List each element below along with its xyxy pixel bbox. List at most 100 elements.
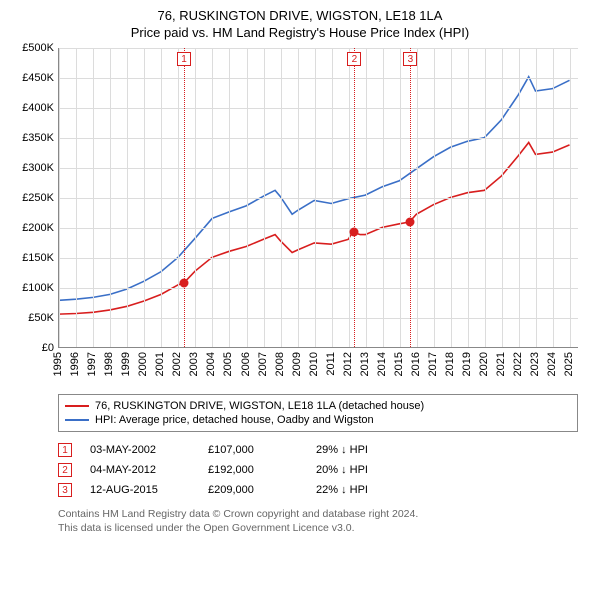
x-tick-label: 2020 — [478, 352, 490, 376]
legend-label: 76, RUSKINGTON DRIVE, WIGSTON, LE18 1LA … — [95, 400, 424, 412]
gridline-v — [195, 48, 196, 347]
sale-row: 204-MAY-2012£192,00020% ↓ HPI — [58, 460, 578, 480]
gridline-v — [349, 48, 350, 347]
gridline-v — [570, 48, 571, 347]
x-tick-label: 2008 — [274, 352, 286, 376]
gridline-h — [59, 288, 578, 289]
sale-event-dot — [406, 217, 415, 226]
x-tick-label: 1998 — [103, 352, 115, 376]
sale-row-delta: 20% ↓ HPI — [316, 464, 368, 476]
x-tick-label: 2004 — [205, 352, 217, 376]
x-tick-label: 2024 — [546, 352, 558, 376]
y-tick-label: £300K — [22, 162, 54, 174]
sale-event-line — [410, 48, 411, 347]
sale-row-price: £209,000 — [208, 484, 298, 496]
gridline-h — [59, 318, 578, 319]
gridline-v — [59, 48, 60, 347]
sale-event-marker: 3 — [403, 52, 417, 66]
chart-area: £0£50K£100K£150K£200K£250K£300K£350K£400… — [10, 48, 590, 388]
gridline-h — [59, 78, 578, 79]
gridline-v — [212, 48, 213, 347]
gridline-v — [536, 48, 537, 347]
y-tick-label: £400K — [22, 102, 54, 114]
gridline-v — [332, 48, 333, 347]
gridline-v — [178, 48, 179, 347]
sale-row-price: £107,000 — [208, 444, 298, 456]
x-tick-label: 2019 — [461, 352, 473, 376]
gridline-h — [59, 48, 578, 49]
title-block: 76, RUSKINGTON DRIVE, WIGSTON, LE18 1LA … — [10, 8, 590, 40]
gridline-v — [553, 48, 554, 347]
x-tick-label: 1999 — [120, 352, 132, 376]
x-tick-label: 2011 — [325, 352, 337, 376]
x-tick-label: 1995 — [52, 352, 64, 376]
sale-row-number: 1 — [58, 443, 72, 457]
x-tick-label: 2018 — [444, 352, 456, 376]
sales-table: 103-MAY-2002£107,00029% ↓ HPI204-MAY-201… — [58, 440, 578, 500]
x-tick-label: 2000 — [137, 352, 149, 376]
gridline-h — [59, 138, 578, 139]
footer-line-2: This data is licensed under the Open Gov… — [58, 522, 578, 536]
sale-row-delta: 22% ↓ HPI — [316, 484, 368, 496]
attribution-footer: Contains HM Land Registry data © Crown c… — [58, 508, 578, 535]
gridline-h — [59, 108, 578, 109]
legend-row: 76, RUSKINGTON DRIVE, WIGSTON, LE18 1LA … — [65, 399, 571, 413]
footer-line-1: Contains HM Land Registry data © Crown c… — [58, 508, 578, 522]
y-tick-label: £350K — [22, 132, 54, 144]
sale-event-line — [354, 48, 355, 347]
title-subtitle: Price paid vs. HM Land Registry's House … — [10, 25, 590, 40]
gridline-v — [417, 48, 418, 347]
gridline-v — [468, 48, 469, 347]
gridline-v — [76, 48, 77, 347]
y-tick-label: £200K — [22, 222, 54, 234]
sale-row: 312-AUG-2015£209,00022% ↓ HPI — [58, 480, 578, 500]
gridline-v — [144, 48, 145, 347]
x-tick-label: 2016 — [410, 352, 422, 376]
sale-row-price: £192,000 — [208, 464, 298, 476]
chart-container: 76, RUSKINGTON DRIVE, WIGSTON, LE18 1LA … — [0, 0, 600, 543]
gridline-v — [502, 48, 503, 347]
sale-row-date: 12-AUG-2015 — [90, 484, 190, 496]
gridline-h — [59, 228, 578, 229]
x-tick-label: 2012 — [342, 352, 354, 376]
legend-box: 76, RUSKINGTON DRIVE, WIGSTON, LE18 1LA … — [58, 394, 578, 432]
gridline-v — [298, 48, 299, 347]
gridline-h — [59, 258, 578, 259]
x-tick-label: 2017 — [427, 352, 439, 376]
gridline-v — [93, 48, 94, 347]
gridline-v — [383, 48, 384, 347]
x-tick-label: 2023 — [529, 352, 541, 376]
gridline-v — [451, 48, 452, 347]
x-tick-label: 2005 — [222, 352, 234, 376]
legend-row: HPI: Average price, detached house, Oadb… — [65, 413, 571, 427]
gridline-v — [281, 48, 282, 347]
plot-area: 1 2 3 — [58, 48, 578, 348]
sale-row-delta: 29% ↓ HPI — [316, 444, 368, 456]
gridline-v — [519, 48, 520, 347]
x-tick-label: 2001 — [154, 352, 166, 376]
y-tick-label: £250K — [22, 192, 54, 204]
x-tick-label: 1996 — [69, 352, 81, 376]
x-tick-label: 2002 — [171, 352, 183, 376]
gridline-h — [59, 198, 578, 199]
gridline-v — [247, 48, 248, 347]
x-tick-label: 2015 — [393, 352, 405, 376]
x-axis-labels: 1995199619971998199920002001200220032004… — [58, 350, 578, 388]
x-tick-label: 1997 — [86, 352, 98, 376]
gridline-v — [434, 48, 435, 347]
y-tick-label: £50K — [28, 312, 54, 324]
gridline-v — [127, 48, 128, 347]
x-tick-label: 2021 — [495, 352, 507, 376]
x-tick-label: 2007 — [257, 352, 269, 376]
x-tick-label: 2025 — [563, 352, 575, 376]
sale-row: 103-MAY-2002£107,00029% ↓ HPI — [58, 440, 578, 460]
gridline-h — [59, 168, 578, 169]
sale-event-marker: 1 — [177, 52, 191, 66]
gridline-v — [110, 48, 111, 347]
y-tick-label: £150K — [22, 252, 54, 264]
x-tick-label: 2014 — [376, 352, 388, 376]
y-tick-label: £100K — [22, 282, 54, 294]
gridline-v — [400, 48, 401, 347]
sale-event-marker: 2 — [347, 52, 361, 66]
sale-event-dot — [350, 227, 359, 236]
